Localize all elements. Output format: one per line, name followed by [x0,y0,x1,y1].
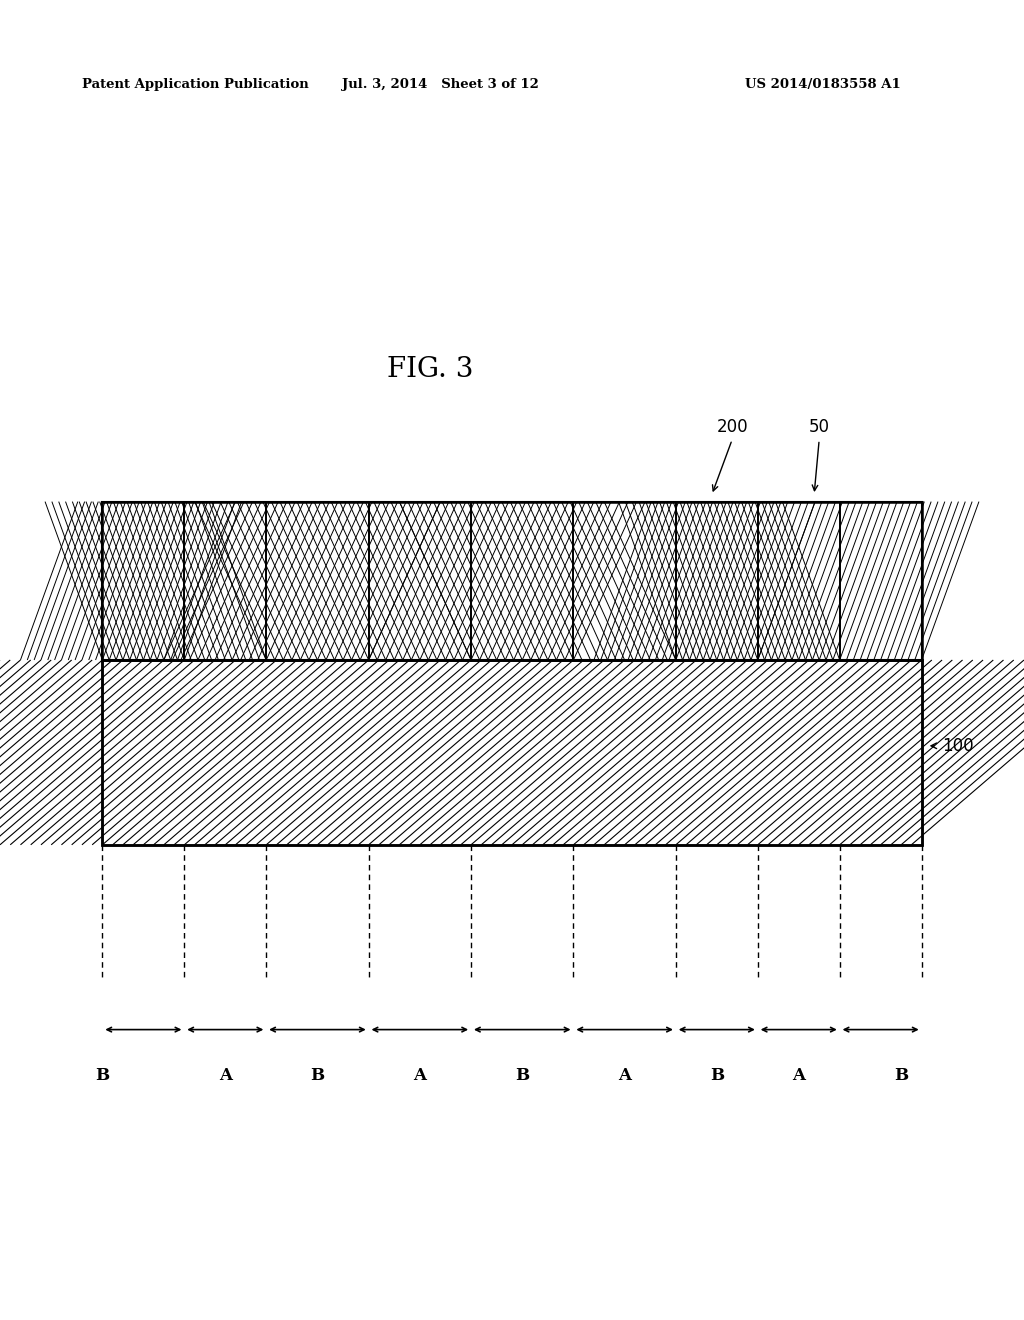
Bar [266,502,369,660]
Text: A: A [618,1068,631,1084]
Text: Jul. 3, 2014   Sheet 3 of 12: Jul. 3, 2014 Sheet 3 of 12 [342,78,539,91]
Text: B: B [310,1068,325,1084]
Text: B: B [515,1068,529,1084]
Bar [573,502,676,660]
Text: FIG. 3: FIG. 3 [387,356,473,383]
Text: B: B [710,1068,724,1084]
Bar [840,502,922,660]
Text: A: A [414,1068,426,1084]
Text: 50: 50 [809,417,829,436]
Bar [758,502,840,660]
Bar [184,502,266,660]
Bar [102,502,922,660]
Text: 200: 200 [717,417,748,436]
Text: B: B [95,1068,110,1084]
Bar [102,502,184,660]
Bar [471,502,573,660]
Bar [102,660,922,845]
Bar [369,502,471,660]
Text: A: A [219,1068,231,1084]
Bar [676,502,758,660]
Bar [102,660,922,845]
Text: Patent Application Publication: Patent Application Publication [82,78,308,91]
Text: US 2014/0183558 A1: US 2014/0183558 A1 [745,78,901,91]
Bar [102,502,922,660]
Text: A: A [793,1068,805,1084]
Text: 100: 100 [942,737,974,755]
Text: B: B [894,1068,908,1084]
